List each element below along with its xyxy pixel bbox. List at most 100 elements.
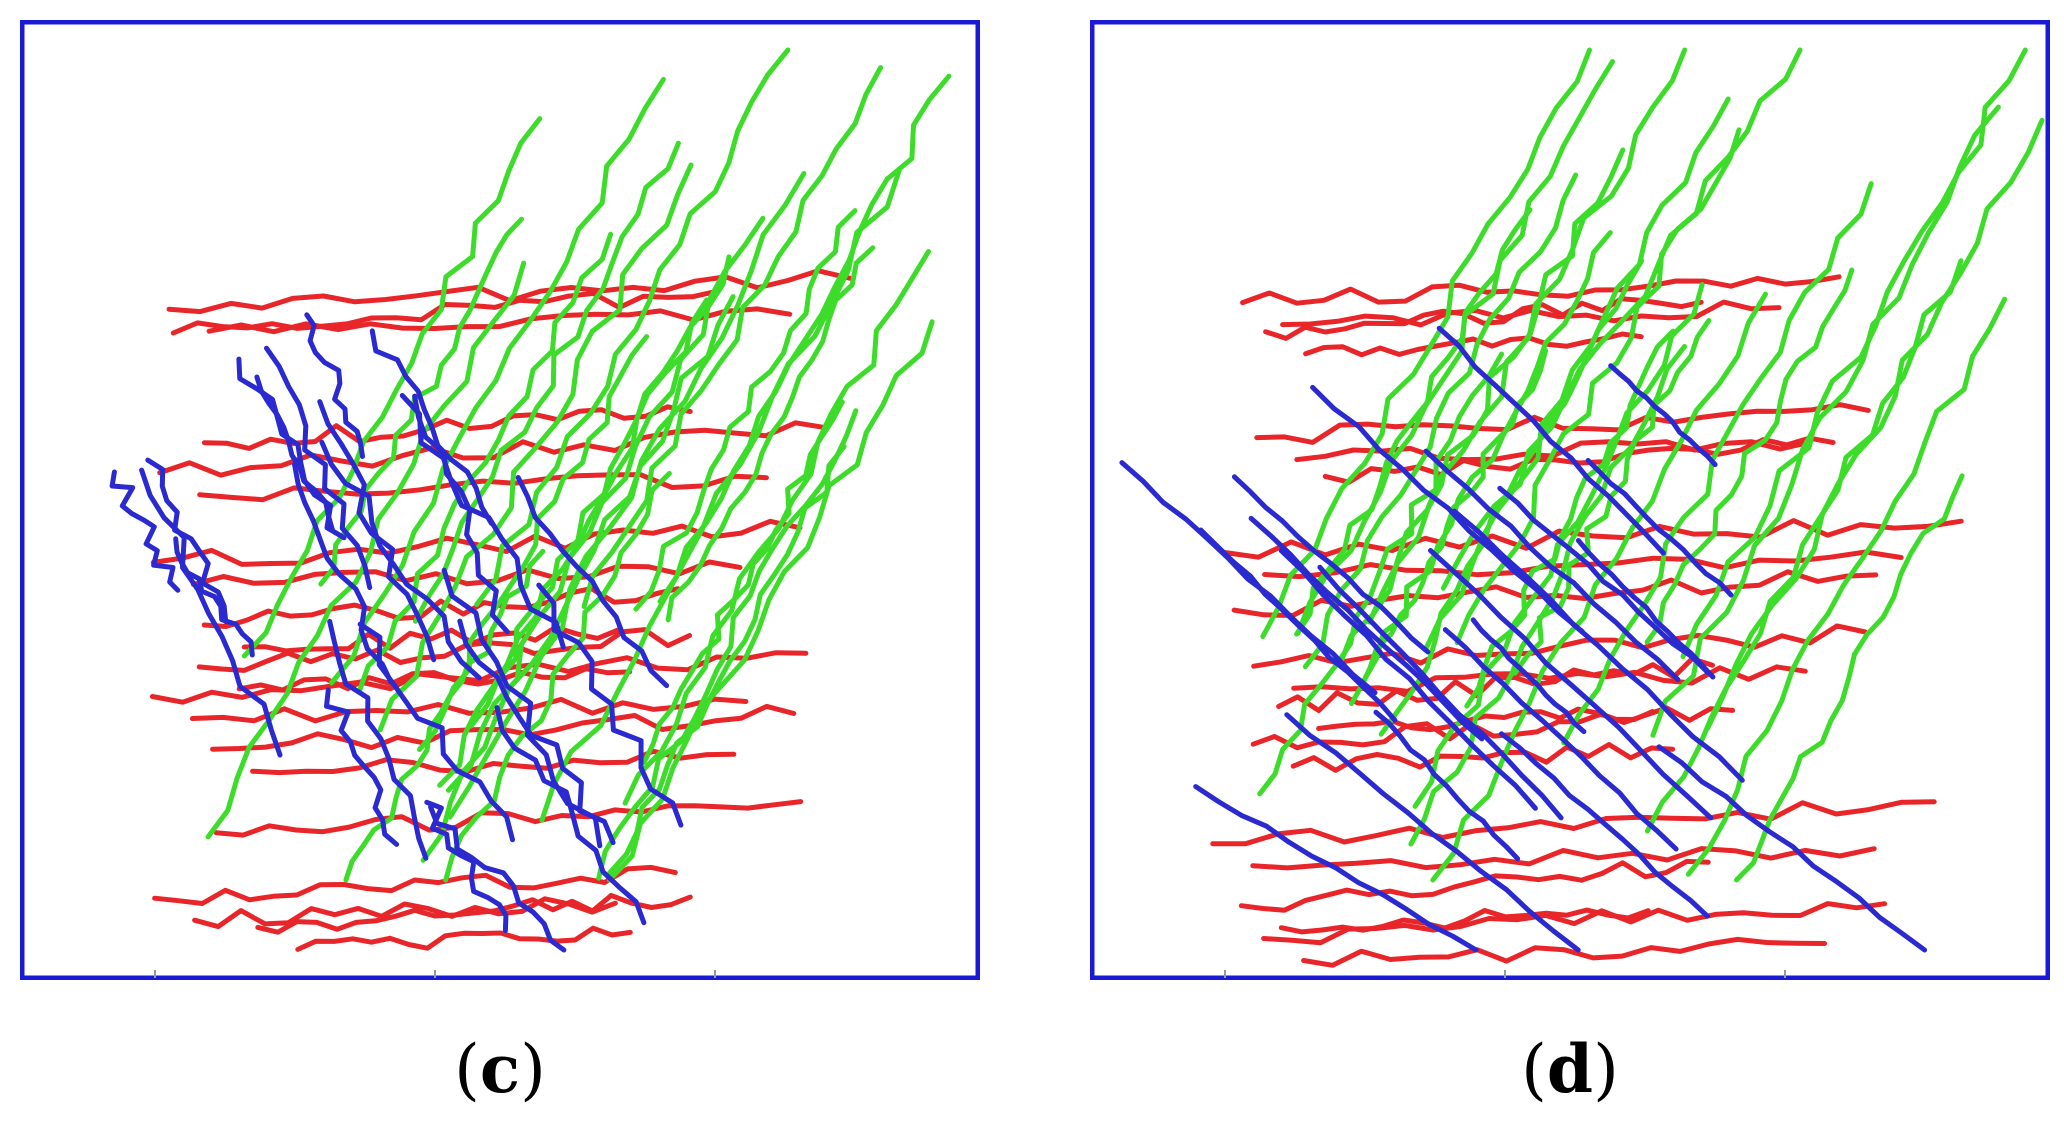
crack-blue [457,618,616,846]
panel-d-caption: (d) [1521,1030,1619,1108]
crack-red [189,696,749,724]
crack-blue [1451,508,1745,783]
crack-green [357,231,614,694]
crack-blue [1656,744,1928,953]
crack-green [665,245,876,623]
crack-green [1260,47,1592,639]
crack-blue [319,439,482,681]
crack-green [443,470,672,883]
crack-blue [1284,712,1581,953]
crack-blue [324,687,400,847]
panel-c-label: c [479,1030,521,1108]
crack-blue [109,469,181,593]
crack-green [633,208,858,612]
crack-red [255,892,693,935]
crack-green [539,168,902,823]
panel-c-caption: (c) [454,1030,546,1108]
crack-blue [327,618,429,861]
crack-green [1294,207,1533,637]
crack-red [1291,664,1808,694]
crack-green [596,408,859,881]
crack-blue [1423,448,1681,683]
crack-blue [1231,474,1431,655]
crack-red [196,627,693,673]
crack-green [581,65,884,609]
crack-blue [1373,709,1521,862]
crack-green [468,254,732,729]
crack-green [641,399,845,765]
crack-blue [292,461,394,685]
crack-blue [1317,564,1564,821]
crack-blue [139,467,283,758]
crack-red [192,896,618,930]
crack-blue [1497,485,1711,676]
crack-red [213,799,804,838]
crack-green [1361,230,1613,683]
crack-red [170,288,721,336]
crack-blue [1428,548,1714,821]
crack-red [197,472,769,503]
crack-green [343,548,546,883]
crack-green [1302,172,1579,670]
crack-red [1250,705,1736,751]
crack-blue [304,312,365,459]
crack-blue [1278,548,1538,811]
crack-red [1238,858,1711,913]
crack-red [152,864,678,906]
crack-green [1644,258,1964,834]
crack-red [236,666,633,693]
panel-c-canvas [20,20,980,980]
crack-red [250,748,737,776]
crack-red [1301,936,1828,968]
crack-blue [1585,458,1734,598]
crack-blue [536,582,684,828]
crack-green [420,294,736,863]
crack-blue [317,399,437,663]
crack-red [1262,549,1904,580]
crack-green [1338,147,1626,666]
crack-green [1705,117,2045,731]
crack-blue [1193,784,1479,953]
crack-blue [428,804,567,953]
crack-blue [236,356,347,541]
crack-green [607,319,935,883]
crack-red [1280,299,1782,328]
crack-red [1322,435,1836,485]
panel-frame [1090,20,2050,980]
crack-green [413,140,681,624]
crack-blue [515,475,670,689]
crack-red [295,925,633,952]
crack-green [1680,47,2028,660]
crack-blue [494,705,647,926]
crack-green [607,443,847,876]
crack-blue [1310,384,1585,634]
crack-red [1263,296,1704,341]
crack-red [190,559,743,587]
panel-d-label: d [1546,1030,1594,1108]
crack-green [1644,267,1855,645]
crack-green [1650,104,2001,738]
panel-c [20,20,980,980]
crack-green [445,215,766,793]
crack-blue [1119,460,1378,696]
crack-blue [1436,325,1666,556]
crack-blue [369,328,494,526]
crack-blue [1499,731,1710,919]
crack-blue [1470,617,1587,735]
crack-red [1210,799,1937,847]
crack-green [1408,344,1687,847]
crack-blue [254,374,336,534]
crack-green [329,76,666,686]
crack-blue [1442,627,1679,852]
crack-red [150,518,803,567]
crack-blue [145,457,229,625]
crack-red [1250,846,1877,871]
crack-green [1257,351,1505,797]
crack-blue [264,345,373,590]
crack-blue [357,621,515,843]
crack-blue [1608,363,1718,468]
crack-red [157,420,829,478]
panel-d [1090,20,2050,980]
crack-red [1261,901,1888,946]
crack-red [1278,907,1651,935]
